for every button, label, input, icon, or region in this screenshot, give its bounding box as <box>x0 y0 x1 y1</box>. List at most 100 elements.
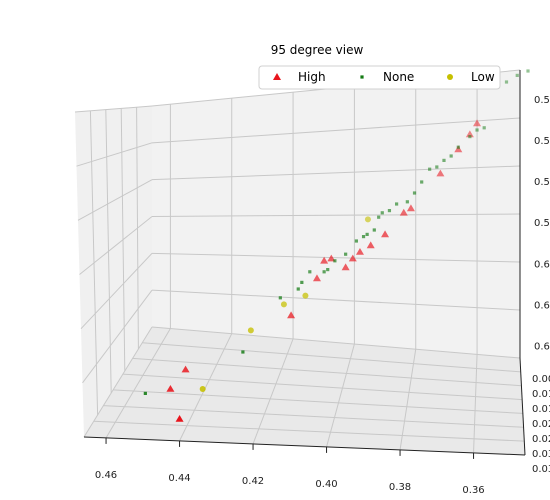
legend-label: Low <box>471 70 495 84</box>
none-point <box>442 158 446 162</box>
grid-line <box>82 289 153 384</box>
none-point <box>365 232 369 236</box>
none-point <box>405 200 409 204</box>
grid-line <box>132 357 522 387</box>
high-point <box>320 256 329 264</box>
none-point <box>435 165 439 169</box>
x-tick-label: 0.38 <box>389 482 411 493</box>
none-point <box>300 280 304 284</box>
high-point <box>166 385 175 392</box>
grid-line <box>151 165 521 181</box>
none-point <box>526 69 530 73</box>
high-point <box>399 208 408 216</box>
none-point <box>333 259 337 263</box>
high-point <box>406 204 415 212</box>
z-tick-label: 0.52 <box>534 95 550 106</box>
y-tick-label: 0.02 <box>532 434 550 445</box>
legend-box <box>258 65 501 90</box>
low-point <box>199 386 206 392</box>
none-point <box>468 135 472 139</box>
y-tick-labels: 0.00 0.01 0.01 0.02 0.02 0.03 0.03 <box>532 374 550 475</box>
high-point <box>287 311 296 319</box>
legend-marker-low <box>447 74 453 80</box>
grid-line <box>74 105 153 113</box>
x-tick-label: 0.36 <box>462 485 484 496</box>
grid-line <box>151 213 521 217</box>
high-point <box>175 415 184 422</box>
high-point <box>341 263 350 271</box>
legend-marker-high <box>273 73 281 80</box>
grid-line <box>89 110 99 416</box>
y-tick-label: 0.01 <box>532 404 550 415</box>
legend-label: None <box>383 70 414 84</box>
none-point <box>372 228 376 232</box>
grid-line <box>93 420 525 442</box>
x-tick-label: 0.46 <box>95 470 117 481</box>
none-point <box>387 209 392 213</box>
high-point <box>436 169 445 177</box>
low-point <box>280 301 287 308</box>
z-tick-label: 0.58 <box>534 218 550 229</box>
grid-line <box>151 289 521 311</box>
z-tick-label: 0.62 <box>534 301 550 312</box>
z-tick-label: 0.64 <box>534 342 550 353</box>
z-tick-label: 0.56 <box>534 177 550 188</box>
none-point <box>428 167 432 171</box>
low-point <box>364 216 371 223</box>
grid-line <box>77 179 153 221</box>
none-point <box>504 80 509 84</box>
high-point <box>366 241 375 249</box>
high-point <box>465 130 474 138</box>
grid-line <box>122 373 523 401</box>
grid-line <box>113 389 523 414</box>
grid-line <box>136 107 139 350</box>
none-point <box>308 270 312 274</box>
grid-line <box>252 338 294 445</box>
none-point <box>482 126 486 130</box>
grid-line <box>142 342 521 373</box>
axes-panes <box>75 70 525 455</box>
back-pane <box>152 70 520 358</box>
none-point <box>241 350 245 354</box>
none-point <box>361 235 366 239</box>
none-point <box>449 154 453 158</box>
y-tick-label: 0.03 <box>532 449 550 460</box>
none-point <box>354 239 358 243</box>
left-pane <box>75 106 152 437</box>
none-point <box>515 73 519 77</box>
grid-line <box>83 326 153 438</box>
none-point <box>456 145 460 149</box>
grid-line <box>79 216 153 275</box>
high-point <box>473 119 482 127</box>
grid-line <box>76 142 153 167</box>
none-point <box>326 268 330 272</box>
grid-line <box>120 108 126 372</box>
none-point <box>322 270 326 274</box>
y-tick-label: 0.01 <box>532 389 550 400</box>
none-point <box>278 296 282 300</box>
legend: High None Low <box>258 65 501 90</box>
grid-line <box>105 109 112 394</box>
none-point <box>475 128 479 132</box>
y-tick-label: 0.02 <box>532 419 550 430</box>
chart-title: 95 degree view <box>271 43 364 57</box>
none-point <box>420 180 424 184</box>
grid-line <box>326 343 355 448</box>
y-tick-label: 0.03 <box>532 464 550 475</box>
high-point <box>181 365 190 373</box>
high-point <box>381 230 390 238</box>
legend-marker-none <box>360 75 364 79</box>
none-point <box>380 211 384 215</box>
y-axis-line <box>519 357 526 456</box>
x-axis-line <box>83 436 526 456</box>
grid-line <box>103 405 524 428</box>
low-point <box>247 327 254 334</box>
x-tick-label: 0.40 <box>315 479 337 490</box>
z-tick-label: 0.54 <box>534 136 550 147</box>
high-point <box>312 274 321 282</box>
none-point <box>344 252 348 256</box>
grid-line <box>151 252 521 263</box>
grid-line <box>105 328 171 439</box>
z-tick-label: 0.60 <box>534 259 550 270</box>
